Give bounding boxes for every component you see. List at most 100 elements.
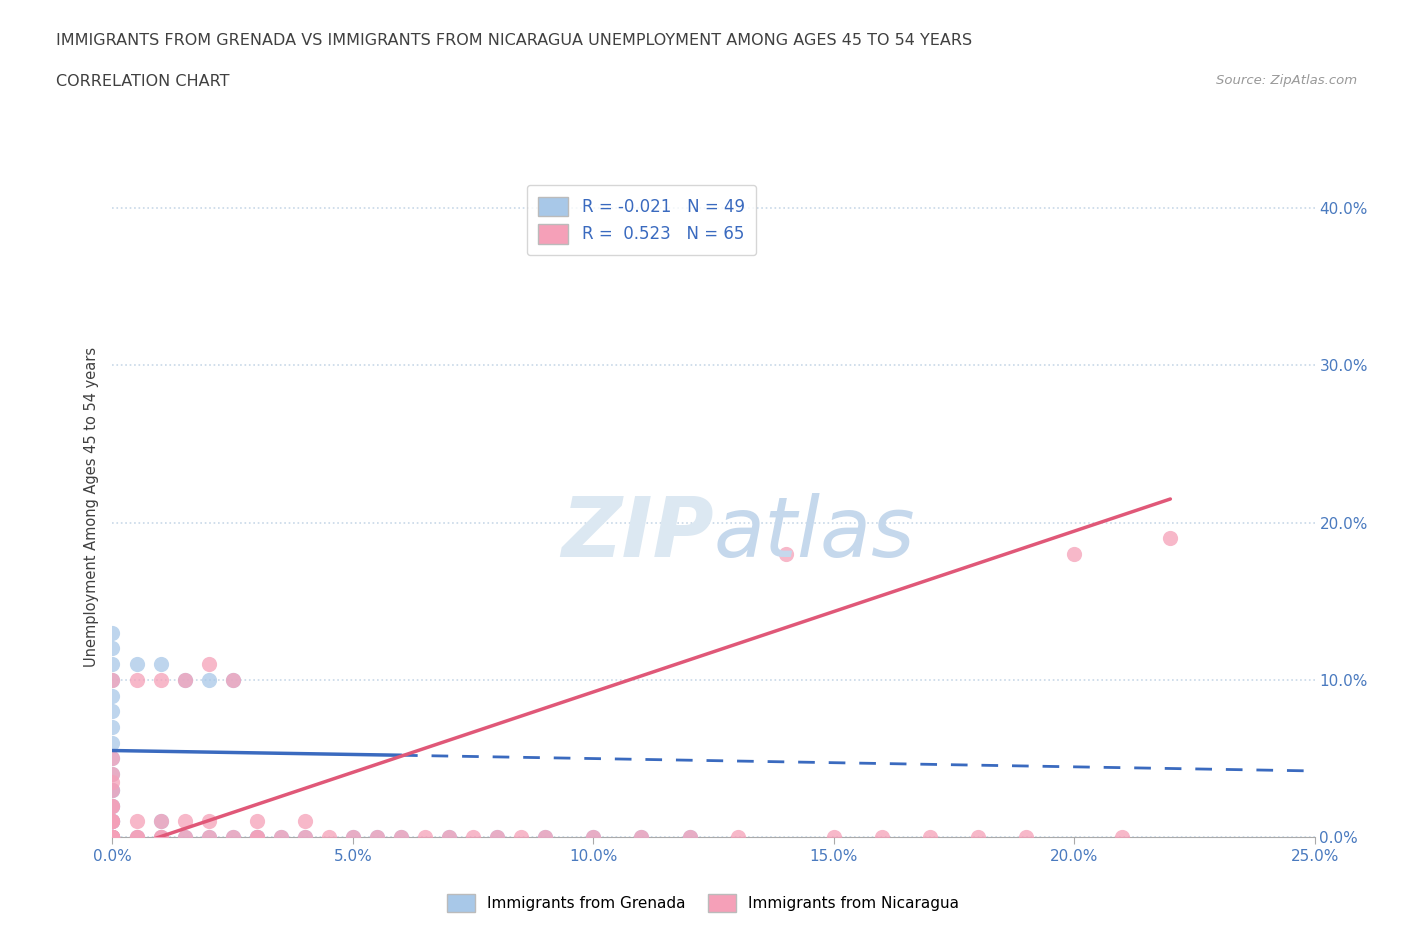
Point — [678, 830, 700, 844]
Y-axis label: Unemployment Among Ages 45 to 54 years: Unemployment Among Ages 45 to 54 years — [84, 347, 100, 667]
Point — [149, 830, 172, 844]
Point — [125, 657, 148, 671]
Point — [101, 830, 124, 844]
Point — [101, 814, 124, 829]
Point — [149, 814, 172, 829]
Point — [125, 830, 148, 844]
Point — [413, 830, 436, 844]
Point — [125, 830, 148, 844]
Point — [222, 830, 245, 844]
Point — [727, 830, 749, 844]
Point — [101, 830, 124, 844]
Point — [101, 830, 124, 844]
Point — [270, 830, 292, 844]
Point — [318, 830, 340, 844]
Point — [101, 830, 124, 844]
Point — [101, 751, 124, 765]
Point — [101, 830, 124, 844]
Point — [389, 830, 412, 844]
Point — [918, 830, 941, 844]
Text: CORRELATION CHART: CORRELATION CHART — [56, 74, 229, 89]
Point — [149, 672, 172, 687]
Point — [197, 814, 219, 829]
Point — [101, 641, 124, 656]
Point — [101, 830, 124, 844]
Point — [101, 798, 124, 813]
Text: atlas: atlas — [713, 493, 915, 574]
Point — [342, 830, 364, 844]
Point — [101, 625, 124, 640]
Point — [101, 766, 124, 781]
Point — [1063, 547, 1085, 562]
Point — [101, 798, 124, 813]
Point — [101, 775, 124, 790]
Point — [246, 830, 269, 844]
Point — [582, 830, 605, 844]
Point — [101, 830, 124, 844]
Point — [366, 830, 388, 844]
Legend: Immigrants from Grenada, Immigrants from Nicaragua: Immigrants from Grenada, Immigrants from… — [441, 888, 965, 918]
Point — [389, 830, 412, 844]
Point — [125, 672, 148, 687]
Text: ZIP: ZIP — [561, 493, 713, 574]
Point — [534, 830, 557, 844]
Legend: R = -0.021   N = 49, R =  0.523   N = 65: R = -0.021 N = 49, R = 0.523 N = 65 — [527, 185, 756, 255]
Point — [101, 672, 124, 687]
Point — [342, 830, 364, 844]
Point — [1111, 830, 1133, 844]
Point — [125, 814, 148, 829]
Point — [246, 830, 269, 844]
Point — [582, 830, 605, 844]
Point — [101, 814, 124, 829]
Point — [101, 814, 124, 829]
Point — [101, 814, 124, 829]
Point — [173, 830, 195, 844]
Text: Source: ZipAtlas.com: Source: ZipAtlas.com — [1216, 74, 1357, 87]
Point — [101, 830, 124, 844]
Point — [101, 814, 124, 829]
Point — [101, 798, 124, 813]
Point — [101, 830, 124, 844]
Point — [294, 830, 316, 844]
Point — [461, 830, 484, 844]
Point — [149, 657, 172, 671]
Point — [149, 830, 172, 844]
Point — [1159, 531, 1181, 546]
Point — [101, 672, 124, 687]
Point — [173, 830, 195, 844]
Point — [101, 830, 124, 844]
Point — [486, 830, 509, 844]
Point — [101, 830, 124, 844]
Point — [101, 830, 124, 844]
Point — [101, 830, 124, 844]
Point — [437, 830, 460, 844]
Point — [149, 814, 172, 829]
Point — [222, 830, 245, 844]
Point — [294, 814, 316, 829]
Point — [222, 672, 245, 687]
Point — [101, 782, 124, 797]
Point — [101, 766, 124, 781]
Point — [486, 830, 509, 844]
Point — [246, 830, 269, 844]
Point — [101, 657, 124, 671]
Text: IMMIGRANTS FROM GRENADA VS IMMIGRANTS FROM NICARAGUA UNEMPLOYMENT AMONG AGES 45 : IMMIGRANTS FROM GRENADA VS IMMIGRANTS FR… — [56, 33, 973, 47]
Point — [125, 830, 148, 844]
Point — [101, 814, 124, 829]
Point — [437, 830, 460, 844]
Point — [101, 736, 124, 751]
Point — [197, 657, 219, 671]
Point — [630, 830, 652, 844]
Point — [294, 830, 316, 844]
Point — [510, 830, 533, 844]
Point — [678, 830, 700, 844]
Point — [823, 830, 845, 844]
Point — [1015, 830, 1038, 844]
Point — [630, 830, 652, 844]
Point — [101, 782, 124, 797]
Point — [101, 830, 124, 844]
Point — [101, 830, 124, 844]
Point — [870, 830, 893, 844]
Point — [101, 720, 124, 735]
Point — [173, 814, 195, 829]
